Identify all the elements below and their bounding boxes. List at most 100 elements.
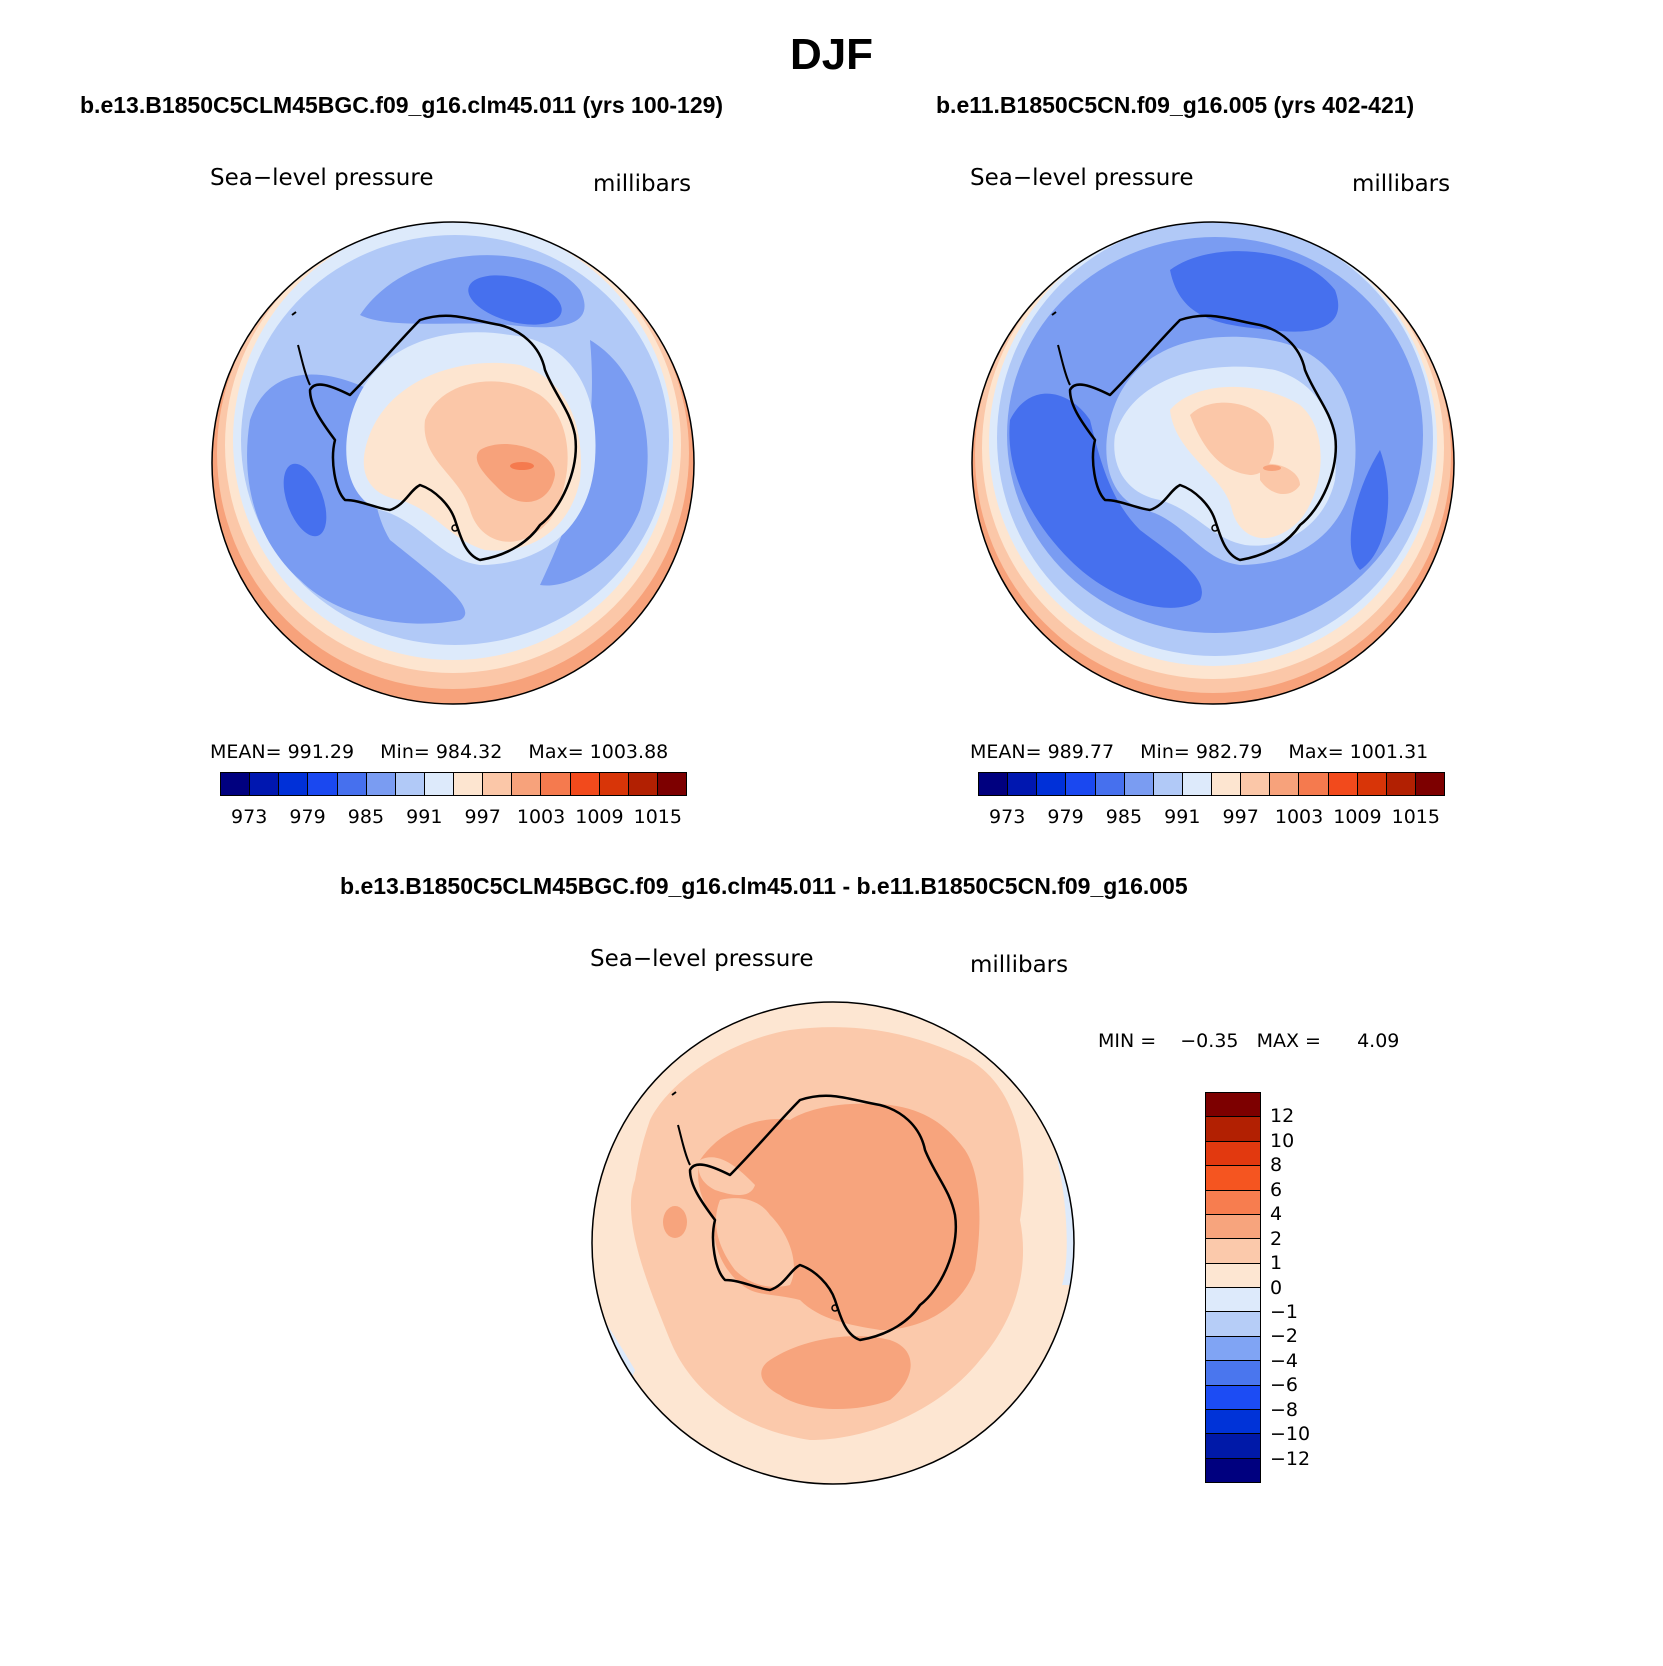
case2-max-label: Max= <box>1288 741 1344 763</box>
case1-colorbar-box <box>541 773 571 795</box>
diff-colorbar-tick-label: −12 <box>1270 1447 1311 1470</box>
case1-colorbar-tick-label: 1003 <box>516 806 566 828</box>
case1-colorbar <box>220 772 687 796</box>
diff-colorbar-box <box>1206 1385 1260 1410</box>
diff-colorbar-tick-label: −4 <box>1270 1349 1299 1372</box>
case2-colorbar-box <box>979 773 1009 795</box>
diff-colorbar-box <box>1206 1288 1260 1313</box>
diff-colorbar-tick-label: 8 <box>1270 1154 1283 1177</box>
diff-colorbar-tick-label: 12 <box>1270 1105 1295 1128</box>
diff-colorbar-box <box>1206 1239 1260 1264</box>
case1-colorbar-tick-label: 1009 <box>575 806 624 828</box>
diff-colorbar-box <box>1206 1214 1260 1240</box>
diff-colorbar-tick-label: 0 <box>1270 1276 1283 1299</box>
case1-polar-map <box>211 221 695 705</box>
diff-colorbar-box <box>1206 1361 1260 1386</box>
case2-colorbar-box <box>1241 773 1271 795</box>
diff-colorbar-box <box>1206 1263 1260 1288</box>
diff-colorbar-box <box>1206 1141 1260 1167</box>
case2-mean-label: MEAN= <box>970 741 1042 763</box>
case1-colorbar-tick-label: 991 <box>406 806 443 828</box>
case1-stats: MEAN= 991.29 Min= 984.32 Max= 1003.88 <box>210 741 668 763</box>
case1-colorbar-box <box>250 773 280 795</box>
case1-colorbar-box <box>628 773 658 795</box>
diff-min-value: −0.35 <box>1180 1030 1239 1052</box>
case1-colorbar-tick-label: 985 <box>347 806 385 828</box>
diff-colorbar-tick-label: −2 <box>1270 1325 1299 1348</box>
case1-min-value: 984.32 <box>435 741 503 763</box>
diff-colorbar-box <box>1206 1190 1260 1215</box>
case2-field-label: Sea−level pressure <box>970 165 1194 191</box>
diff-max-value: 4.09 <box>1357 1030 1400 1052</box>
diff-colorbar-tick-label: −6 <box>1270 1374 1299 1397</box>
case2-colorbar-box <box>1357 773 1387 795</box>
case2-colorbar-box <box>1182 773 1212 795</box>
diff-colorbar-tick-label: −1 <box>1270 1300 1299 1323</box>
case1-title: b.e13.B1850C5CLM45BGC.f09_g16.clm45.011 … <box>80 92 724 118</box>
diff-colorbar-box <box>1206 1336 1260 1362</box>
case2-colorbar-tick-label: 997 <box>1222 806 1259 828</box>
season-title: DJF <box>789 30 874 79</box>
diff-field-label: Sea−level pressure <box>590 946 814 972</box>
diff-max-label: MAX = <box>1256 1030 1321 1052</box>
case2-colorbar-box <box>1037 773 1067 795</box>
diff-colorbar-tick-label: 1 <box>1270 1252 1283 1275</box>
diff-colorbar-box <box>1206 1312 1260 1337</box>
diff-colorbar-ticks: 12 10 8 6 4 2 1 0 −1 −2 −4 −6 −8 −10 −12 <box>1270 1092 1340 1483</box>
case1-colorbar-box <box>570 773 600 795</box>
case2-colorbar-box <box>1153 773 1183 795</box>
diff-colorbar <box>1205 1092 1261 1483</box>
diff-colorbar-box <box>1206 1458 1260 1482</box>
case2-colorbar-box <box>1008 773 1038 795</box>
case2-min-value: 982.79 <box>1195 741 1263 763</box>
diff-colorbar-tick-label: 10 <box>1270 1129 1295 1152</box>
diff-colorbar-tick-label: 4 <box>1270 1203 1283 1226</box>
case1-max-label: Max= <box>528 741 584 763</box>
case1-units-label: millibars <box>593 171 692 197</box>
case1-colorbar-box <box>337 773 367 795</box>
diff-colorbar-tick-label: 6 <box>1270 1178 1283 1201</box>
case1-field-label: Sea−level pressure <box>210 165 434 191</box>
diff-colorbar-tick-label: 2 <box>1270 1227 1283 1250</box>
case1-colorbar-box <box>512 773 542 795</box>
case1-colorbar-box <box>308 773 338 795</box>
diff-colorbar-tick-label: −8 <box>1270 1398 1299 1421</box>
diff-colorbar-box <box>1206 1409 1260 1435</box>
case1-colorbar-tick-label: 1015 <box>633 806 682 828</box>
case2-colorbar-box <box>1415 773 1444 795</box>
diff-colorbar-box <box>1206 1117 1260 1142</box>
case2-colorbar-tick-label: 973 <box>989 806 1026 828</box>
case2-title: b.e11.B1850C5CN.f09_g16.005 (yrs 402-421… <box>936 92 1415 118</box>
case1-colorbar-box <box>454 773 484 795</box>
case1-colorbar-box <box>483 773 513 795</box>
case1-colorbar-box <box>424 773 454 795</box>
case2-colorbar-box <box>1328 773 1358 795</box>
case2-colorbar-ticks: 973 979 985 991 997 1003 1009 1015 <box>978 806 1445 830</box>
case1-colorbar-tick-label: 973 <box>231 806 268 828</box>
case2-colorbar-box <box>1212 773 1242 795</box>
case1-min-label: Min= <box>380 741 430 763</box>
case1-colorbar-box <box>599 773 629 795</box>
case2-colorbar-tick-label: 1015 <box>1391 806 1440 828</box>
case2-colorbar-box <box>1066 773 1096 795</box>
case1-colorbar-box <box>279 773 309 795</box>
case2-colorbar-box <box>1299 773 1329 795</box>
case1-colorbar-tick-label: 997 <box>464 806 501 828</box>
case2-colorbar-tick-label: 985 <box>1105 806 1143 828</box>
diff-colorbar-tick-label: −10 <box>1270 1423 1311 1446</box>
diff-stats: MIN = −0.35 MAX = 4.09 <box>1098 1030 1399 1052</box>
case1-mean-label: MEAN= <box>210 741 282 763</box>
case1-colorbar-box <box>657 773 686 795</box>
diff-units-label: millibars <box>970 952 1069 978</box>
case1-colorbar-ticks: 973 979 985 991 997 1003 1009 1015 <box>220 806 687 830</box>
case2-colorbar-tick-label: 979 <box>1047 806 1084 828</box>
case2-colorbar-box <box>1386 773 1416 795</box>
diff-colorbar-box <box>1206 1166 1260 1191</box>
case2-stats: MEAN= 989.77 Min= 982.79 Max= 1001.31 <box>970 741 1428 763</box>
case1-colorbar-box <box>395 773 425 795</box>
case2-colorbar-box <box>1095 773 1125 795</box>
diff-colorbar-box <box>1206 1434 1260 1459</box>
case2-colorbar-tick-label: 1003 <box>1274 806 1324 828</box>
case2-colorbar-box <box>1124 773 1154 795</box>
case1-colorbar-box <box>221 773 251 795</box>
